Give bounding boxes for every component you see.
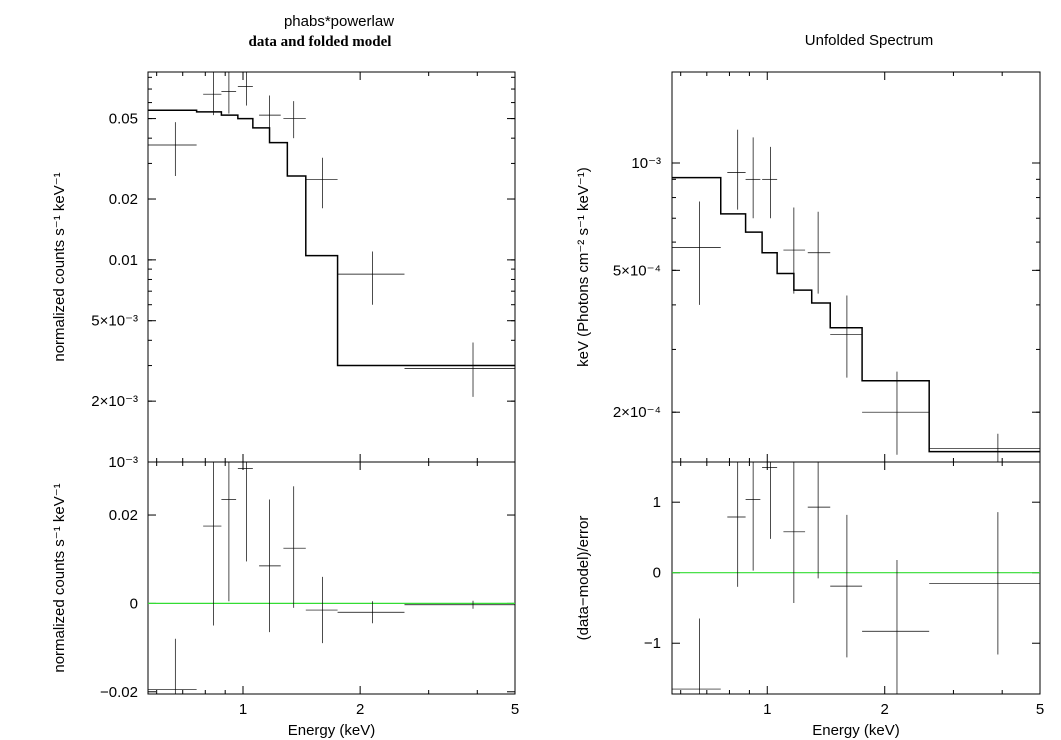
x-tick-label: 5 <box>511 701 519 718</box>
y-tick-label: 0.02 <box>109 507 138 524</box>
y-tick-label: 0.01 <box>109 252 138 269</box>
y-axis-label: normalized counts s⁻¹ keV⁻¹ <box>51 172 68 361</box>
left-bottom-panel: 0.02 0 −0.02 1 2 5 Energy (keV) normalized coun… <box>51 461 519 739</box>
y-axis-label: keV (Photons cm⁻² s⁻¹ keV⁻¹) <box>575 167 592 367</box>
y-tick-label: 0 <box>653 565 661 582</box>
y-tick-label: 0.05 <box>109 111 138 128</box>
y-tick-label: 0.02 <box>109 191 138 208</box>
y-tick-label: 2×10⁻³ <box>91 393 138 410</box>
y-tick-label: 10⁻³ <box>631 155 661 172</box>
plot-frame <box>147 461 516 695</box>
y-tick-label: 5×10⁻⁴ <box>613 262 661 279</box>
y-axis-label: normalized counts s⁻¹ keV⁻¹ <box>51 483 68 672</box>
y-tick-label: −0.02 <box>100 684 138 701</box>
x-tick-label: 1 <box>763 701 771 718</box>
right-bottom-panel: 1 0 −1 1 2 5 Energy (keV) (data−model)/error <box>575 461 1044 739</box>
plot-frame <box>147 71 516 463</box>
y-tick-label: 10⁻³ <box>108 454 138 471</box>
x-axis-label: Energy (keV) <box>288 722 376 739</box>
plot-frame <box>671 461 1041 695</box>
x-tick-label: 5 <box>1036 701 1044 718</box>
model-line <box>672 176 1040 453</box>
y-tick-label: 2×10⁻⁴ <box>613 404 661 421</box>
y-tick-label: −1 <box>644 635 661 652</box>
plot-frame <box>671 71 1041 463</box>
left-title-line1: phabs*powerlaw <box>284 13 394 30</box>
left-title-line2: data and folded model <box>249 34 392 50</box>
y-axis-label: (data−model)/error <box>575 516 592 641</box>
x-tick-label: 1 <box>239 701 247 718</box>
x-axis-label: Energy (keV) <box>812 722 900 739</box>
right-top-panel: 10⁻³ 5×10⁻⁴ 2×10⁻⁴ keV (Photons cm⁻² s⁻¹ ke… <box>575 71 1041 463</box>
y-tick-label: 0 <box>130 595 138 612</box>
model-line <box>148 109 515 367</box>
right-title: Unfolded Spectrum <box>805 32 933 49</box>
left-top-panel: 0.05 0.02 0.01 5×10⁻³ 2×10⁻³ 10⁻³ normalized c… <box>51 71 516 471</box>
y-tick-label: 1 <box>653 494 661 511</box>
y-tick-label: 5×10⁻³ <box>91 313 138 330</box>
x-tick-label: 2 <box>356 701 364 718</box>
x-tick-label: 2 <box>881 701 889 718</box>
